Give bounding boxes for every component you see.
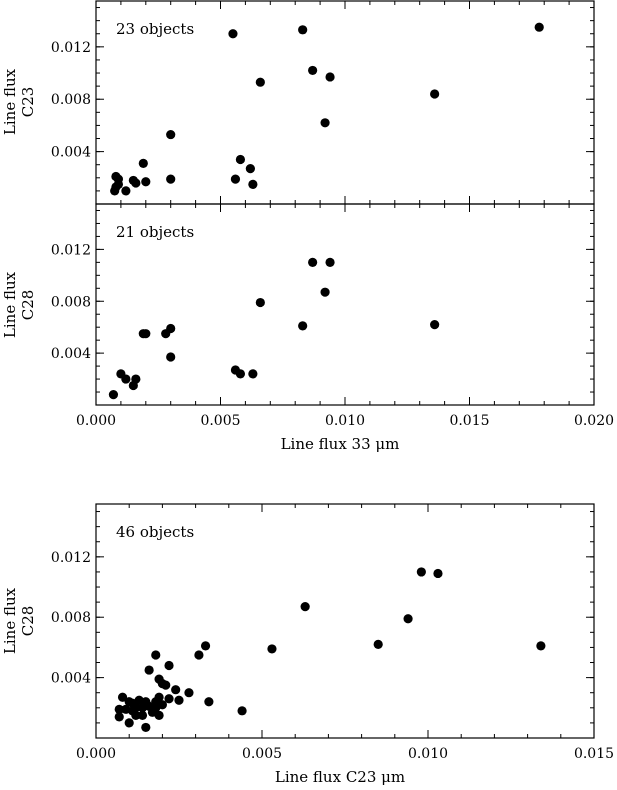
data-point	[308, 257, 318, 267]
y-axis-label: C28	[19, 290, 37, 321]
x-tick-label: 0.020	[574, 413, 614, 429]
data-point	[171, 685, 181, 695]
data-point	[157, 700, 167, 710]
data-point	[245, 164, 255, 174]
data-point	[121, 374, 131, 384]
data-point	[230, 174, 241, 184]
data-point	[325, 72, 335, 82]
data-point	[141, 177, 151, 187]
x-tick-label: 0.010	[408, 746, 448, 762]
data-point	[137, 710, 148, 720]
x-tick-label: 0.000	[76, 746, 116, 762]
data-point	[194, 650, 204, 660]
panel-1: 0.004 0.008 0.012 23 objects Line flux C23	[1, 0, 595, 205]
data-point	[430, 89, 440, 99]
data-point	[164, 694, 174, 704]
data-point	[121, 186, 131, 196]
plot-frame	[95, 503, 595, 739]
data-point	[184, 688, 194, 698]
y-tick-label: 0.012	[51, 242, 91, 258]
y-tick-label: 0.004	[51, 671, 91, 687]
data-point	[248, 369, 258, 379]
data-point	[166, 129, 176, 140]
y-tick-label: 0.008	[51, 610, 91, 626]
data-point	[255, 77, 265, 87]
data-point	[204, 697, 214, 707]
data-point	[308, 65, 318, 76]
y-tick-label: 0.008	[51, 294, 91, 310]
data-point	[255, 297, 265, 308]
data-point	[151, 650, 161, 660]
data-point	[235, 369, 246, 379]
data-point	[325, 257, 335, 267]
data-point	[373, 639, 383, 650]
data-point	[154, 692, 164, 702]
object-count-annotation: 23 objects	[116, 20, 194, 38]
data-point	[267, 644, 277, 654]
data-point	[141, 722, 151, 733]
data-point	[131, 710, 141, 720]
data-point	[131, 374, 141, 384]
y-axis-label: Line flux	[1, 587, 19, 654]
data-point	[300, 602, 310, 612]
data-point	[164, 660, 174, 671]
y-axis-label: C28	[19, 606, 37, 637]
data-point	[114, 712, 124, 722]
y-axis-label: C23	[19, 87, 37, 118]
data-point	[166, 323, 176, 334]
data-point	[138, 158, 148, 168]
data-point	[433, 568, 443, 579]
x-tick-label: 0.015	[449, 413, 489, 429]
x-axis-label: Line flux C23 μm	[275, 768, 405, 786]
data-point	[235, 154, 246, 165]
data-point	[117, 692, 128, 702]
y-axis-label: Line flux	[1, 68, 19, 135]
data-point	[166, 352, 176, 362]
x-tick-label: 0.000	[76, 413, 116, 429]
data-point	[174, 695, 184, 705]
data-point	[144, 665, 154, 675]
y-axis-label: Line flux	[1, 271, 19, 338]
x-tick-label: 0.010	[325, 413, 365, 429]
x-tick-label: 0.015	[574, 746, 614, 762]
data-point	[298, 25, 308, 35]
data-point	[161, 680, 171, 690]
data-point	[200, 641, 211, 651]
data-point	[237, 706, 247, 716]
x-axis-label: Line flux 33 μm	[281, 435, 400, 453]
data-point	[114, 704, 124, 714]
data-point	[154, 710, 164, 720]
y-tick-label: 0.004	[51, 145, 91, 161]
x-tick-label: 0.005	[242, 746, 282, 762]
data-point	[536, 641, 546, 651]
data-point	[228, 29, 238, 39]
data-point	[124, 718, 134, 728]
data-point	[131, 703, 141, 713]
data-point	[430, 320, 440, 330]
panel-2: 0.000 0.005 0.010 0.015 0.020 0.004 0.008 0.012…	[1, 203, 614, 453]
data-point	[113, 174, 124, 184]
x-tick-label: 0.005	[200, 413, 240, 429]
y-tick-label: 0.004	[51, 346, 91, 362]
data-point	[320, 118, 330, 128]
data-point	[248, 179, 258, 189]
y-tick-label: 0.012	[51, 550, 91, 566]
data-point	[141, 329, 151, 339]
data-point	[108, 390, 119, 400]
y-tick-label: 0.008	[51, 92, 91, 108]
y-tick-label: 0.012	[51, 40, 91, 56]
data-point	[416, 567, 426, 577]
data-point	[298, 321, 308, 331]
data-point	[131, 178, 141, 188]
data-point	[166, 174, 176, 184]
data-point	[534, 22, 544, 32]
object-count-annotation: 46 objects	[116, 523, 194, 541]
panel-3: 0.000 0.005 0.010 0.015 0.004 0.008 0.012 46 ob…	[1, 503, 614, 786]
object-count-annotation: 21 objects	[116, 223, 194, 241]
data-point	[403, 614, 413, 624]
data-point	[320, 287, 330, 297]
